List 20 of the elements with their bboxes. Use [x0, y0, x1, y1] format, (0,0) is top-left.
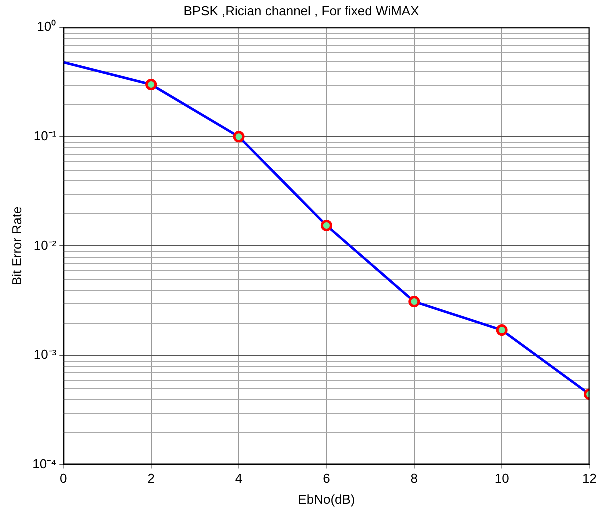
y-tick-label: 10⁻¹	[34, 128, 58, 144]
x-tick-label: 0	[60, 471, 68, 486]
x-tick-label: 2	[148, 471, 155, 486]
x-axis-title: EbNo(dB)	[298, 492, 356, 507]
x-tick-label: 4	[235, 471, 243, 486]
y-tick-label: 10⁰	[37, 19, 57, 34]
point	[320, 220, 332, 232]
y-axis-title: Bit Error Rate	[9, 206, 24, 286]
x-tick-label: 12	[582, 471, 598, 486]
point	[233, 131, 245, 143]
point	[408, 296, 420, 308]
point	[496, 324, 508, 336]
x-tick-label: 10	[494, 471, 510, 486]
y-tick-label: 10⁻⁴	[32, 456, 57, 472]
x-tick-label: 6	[323, 471, 330, 486]
point	[146, 79, 158, 90]
x-tick-label: 8	[410, 471, 418, 486]
y-tick-label: 10⁻²	[34, 238, 58, 253]
chart-title: BPSK ,Rician channel , For fixed WiMAX	[184, 3, 420, 18]
y-tick-label: 10⁻³	[34, 347, 58, 362]
